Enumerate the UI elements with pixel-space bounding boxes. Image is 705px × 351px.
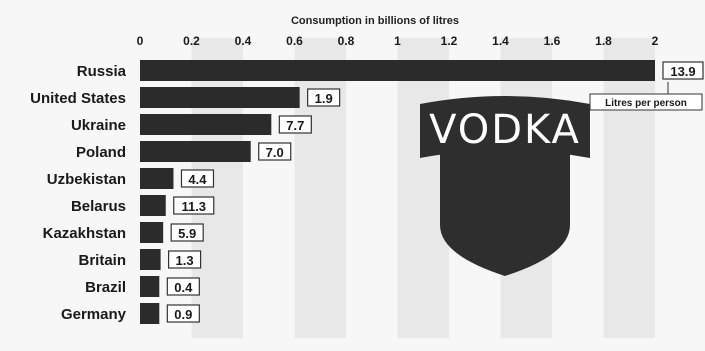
per-person-box — [166, 304, 200, 323]
category-label: Belarus — [71, 198, 126, 215]
per-person-box — [173, 196, 215, 215]
x-tick-label: 1.2 — [441, 34, 458, 48]
per-person-label: 5.9 — [178, 226, 196, 241]
grid-stripe — [294, 38, 346, 338]
x-tick-label: 0 — [137, 34, 144, 48]
per-person-box — [166, 277, 200, 296]
bar — [140, 60, 655, 81]
bars-group: Russia 13.9 United States 1.9 Ukraine 7.7 Pola… — [30, 60, 704, 324]
category-label: Uzbekistan — [47, 171, 126, 188]
x-tick-label: 1.6 — [544, 34, 561, 48]
per-person-box — [278, 115, 312, 134]
category-label: Ukraine — [71, 117, 126, 134]
per-person-label: 1.9 — [315, 91, 333, 106]
vodka-logo-text: VODKA — [429, 107, 581, 153]
x-tick-label: 1.4 — [492, 34, 509, 48]
bar — [140, 195, 166, 216]
bar — [140, 249, 161, 270]
category-label: Kazakhstan — [43, 225, 126, 242]
category-label: Brazil — [85, 279, 126, 296]
bar — [140, 168, 174, 189]
per-person-box — [662, 61, 704, 80]
x-tick-label: 2 — [652, 34, 659, 48]
per-person-label: 1.3 — [176, 253, 194, 268]
per-person-box — [307, 88, 341, 107]
x-axis-ticks: 0 0.2 0.4 0.6 0.8 1 1.2 1.4 1.6 1.8 2 — [137, 34, 659, 48]
per-person-box — [168, 250, 202, 269]
per-person-label: 4.4 — [188, 172, 207, 187]
per-person-box — [258, 142, 292, 161]
category-label: Britain — [78, 252, 126, 269]
vodka-shield — [440, 148, 570, 276]
per-person-label: 0.9 — [174, 307, 192, 322]
per-person-label: 7.7 — [286, 118, 304, 133]
x-tick-label: 0.2 — [183, 34, 200, 48]
category-label: United States — [30, 90, 126, 107]
per-person-label: 7.0 — [266, 145, 284, 160]
category-label: Russia — [77, 63, 127, 80]
x-tick-label: 1.8 — [595, 34, 612, 48]
bar — [140, 141, 251, 162]
bar — [140, 114, 272, 135]
bar — [140, 303, 160, 324]
litres-per-person-note: Litres per person — [589, 82, 703, 111]
per-person-label: 13.9 — [670, 64, 695, 79]
per-person-label: 11.3 — [181, 199, 206, 214]
grid-stripe — [603, 38, 655, 338]
per-person-box — [180, 169, 215, 188]
bar — [140, 276, 160, 297]
category-label: Germany — [61, 306, 127, 323]
vodka-logo: VODKA — [420, 96, 590, 276]
x-tick-label: 0.4 — [235, 34, 252, 48]
per-person-label: 0.4 — [174, 280, 193, 295]
note-text: Litres per person — [605, 98, 687, 109]
x-tick-label: 1 — [394, 34, 401, 48]
bar — [140, 222, 164, 243]
per-person-box — [170, 223, 204, 242]
vodka-banner — [420, 96, 590, 158]
x-tick-label: 0.8 — [338, 34, 355, 48]
bar — [140, 87, 300, 108]
category-label: Poland — [76, 144, 126, 161]
note-box — [589, 93, 703, 111]
chart-title: Consumption in billions of litres — [291, 15, 459, 27]
x-tick-label: 0.6 — [286, 34, 303, 48]
